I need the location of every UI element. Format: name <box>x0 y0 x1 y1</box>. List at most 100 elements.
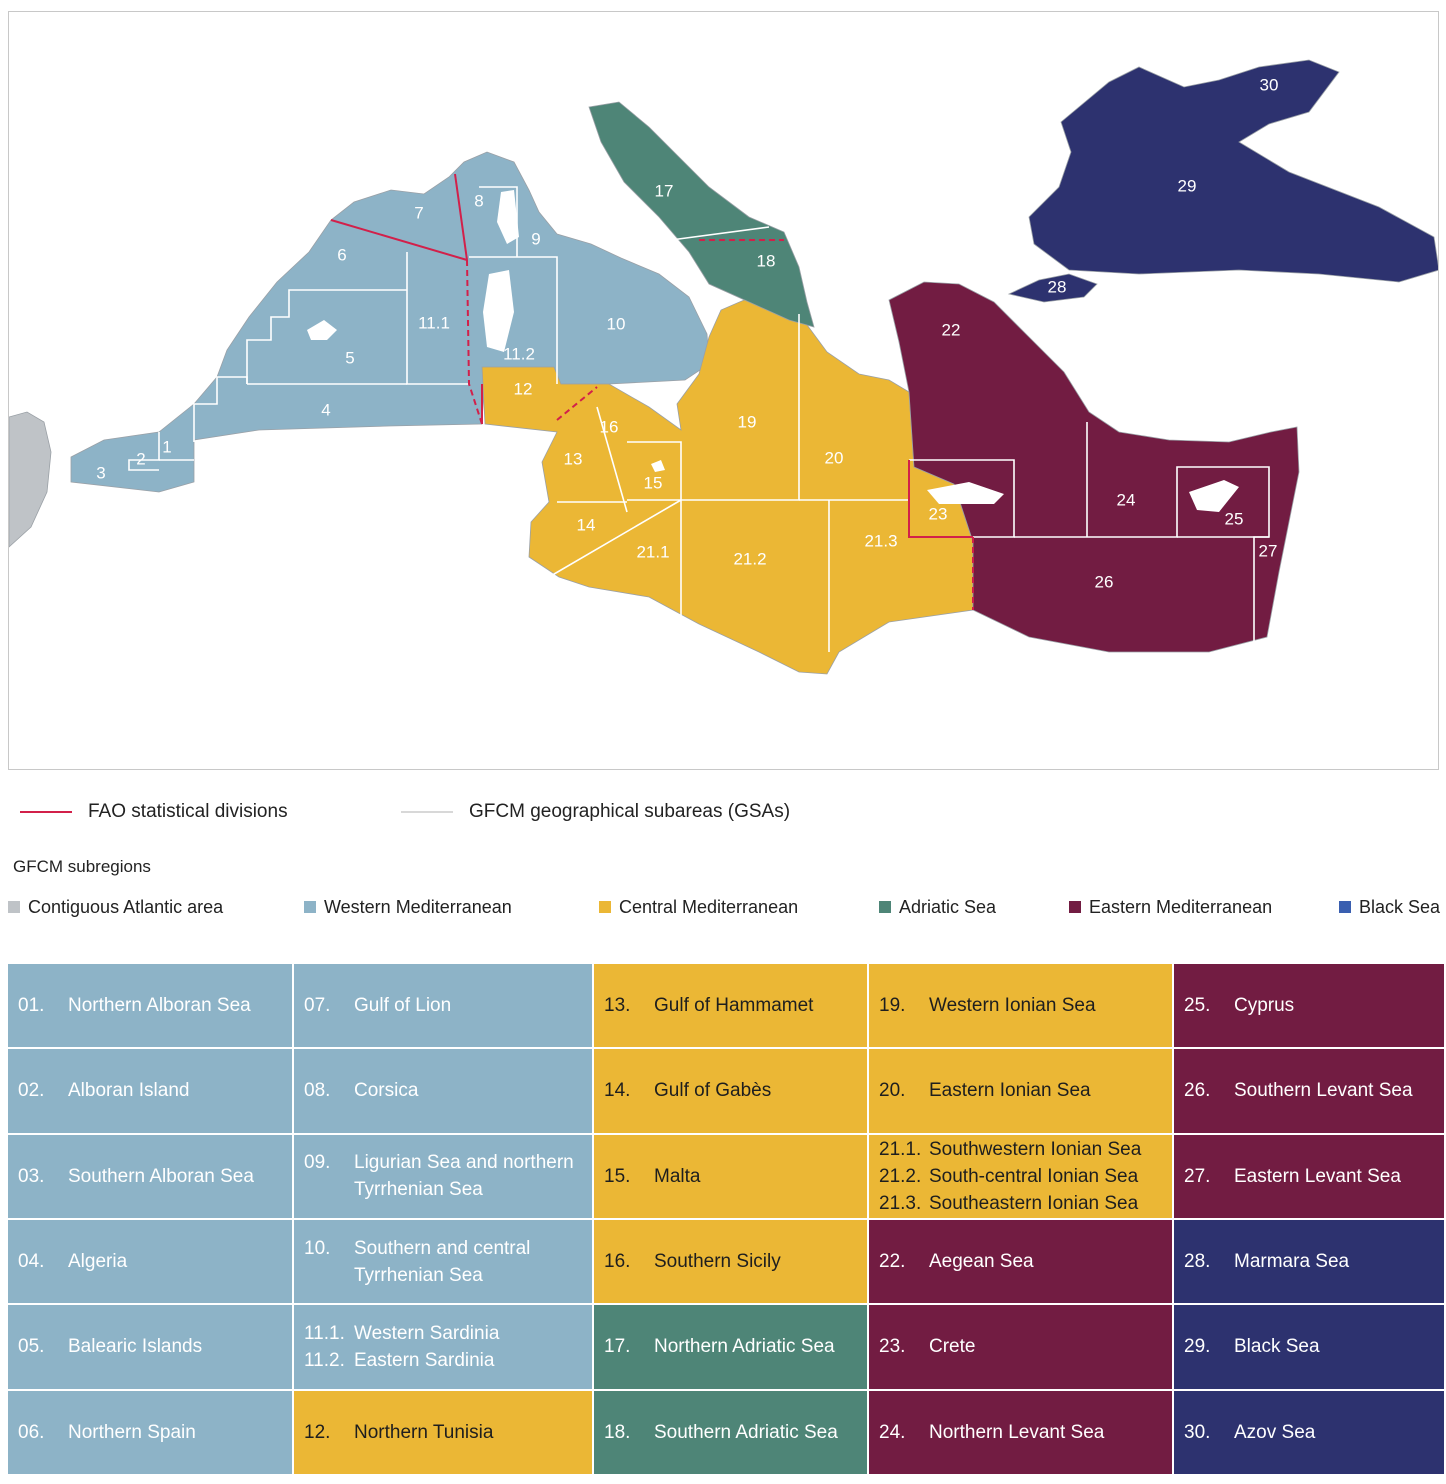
gsa-entry: 29. Black Sea <box>1184 1333 1434 1360</box>
fao-line-swatch <box>20 811 72 813</box>
gsa-entry: 11.1. Western Sardinia <box>304 1320 582 1347</box>
gsa-code: 21.2. <box>879 1165 922 1187</box>
gsa-boundaries <box>128 186 1270 652</box>
map-gsa-label: 23 <box>929 504 948 523</box>
gsa-entry: 14. Gulf of Gabès <box>604 1077 857 1104</box>
map-gsa-label: 28 <box>1048 277 1067 296</box>
gsa-table-cell: 26. Southern Levant Sea <box>1174 1049 1444 1133</box>
gsa-table-cell: 29. Black Sea <box>1174 1305 1444 1389</box>
gsa-table-cell: 04. Algeria <box>8 1220 292 1304</box>
map-gsa-label: 16 <box>600 417 619 436</box>
subregion-legend-item: Western Mediterranean <box>304 893 512 921</box>
gsa-entry: 19. Western Ionian Sea <box>879 992 1162 1019</box>
map-gsa-label: 3 <box>96 463 105 482</box>
gsa-name: Western Ionian Sea <box>929 995 1096 1017</box>
islands <box>307 190 1239 512</box>
gsa-entry: 02. Alboran Island <box>18 1077 282 1104</box>
gsa-entry: 01. Northern Alboran Sea <box>18 992 282 1019</box>
subregion-legend-label: Central Mediterranean <box>619 896 799 917</box>
gsa-name: Alboran Island <box>68 1080 190 1102</box>
gsa-name: Gulf of Lion <box>354 995 452 1017</box>
gsa-name: Gulf of Gabès <box>654 1080 772 1102</box>
gsa-table-cell: 03. Southern Alboran Sea <box>8 1134 292 1218</box>
gsa-code: 17. <box>604 1336 631 1358</box>
gsa-name: Cyprus <box>1234 995 1295 1017</box>
gsa-entry: 21.3. Southeastern Ionian Sea <box>879 1190 1162 1217</box>
gsa-line-swatch <box>401 811 453 813</box>
gsa-entry: 26. Southern Levant Sea <box>1184 1077 1434 1104</box>
subregion-legend-label: Adriatic Sea <box>899 896 997 917</box>
gsa-entry: 04. Algeria <box>18 1248 282 1275</box>
gsa-code: 22. <box>879 1251 906 1273</box>
subregion-legend-item: Adriatic Sea <box>879 893 996 921</box>
map-gsa-label: 2 <box>136 449 145 468</box>
gsa-table-cell: 16. Southern Sicily <box>594 1220 867 1304</box>
gsa-code: 15. <box>604 1165 631 1187</box>
gsa-table-cell: 02. Alboran Island <box>8 1049 292 1133</box>
gsa-code: 11.2. <box>304 1349 345 1371</box>
map-gsa-label: 15 <box>644 473 663 492</box>
gsa-entry: 15. Malta <box>604 1163 857 1190</box>
map-gsa-label: 25 <box>1225 509 1244 528</box>
gsa-table-cell: 01. Northern Alboran Sea <box>8 964 292 1048</box>
gsa-code: 16. <box>604 1251 631 1273</box>
gsa-name: Eastern Levant Sea <box>1234 1165 1401 1187</box>
gsa-table-cell: 25. Cyprus <box>1174 964 1444 1048</box>
gsa-table-cell: 18. Southern Adriatic Sea <box>594 1390 867 1474</box>
subregions-title: GFCM subregions <box>13 857 151 876</box>
gsa-table-cell: 09. Ligurian Sea and northern Tyrrhenian … <box>294 1134 592 1218</box>
map-gsa-label: 6 <box>337 245 346 264</box>
gsa-code: 03. <box>18 1165 45 1187</box>
gsa-name: Northern Levant Sea <box>929 1421 1105 1443</box>
gsa-name: South-central Ionian Sea <box>929 1165 1139 1187</box>
gsa-code: 30. <box>1184 1421 1211 1443</box>
gsa-entry: 03. Southern Alboran Sea <box>18 1163 282 1190</box>
gsa-entry: 16. Southern Sicily <box>604 1248 857 1275</box>
map-labels: 1234567891011.111.212131415161718192021.… <box>96 75 1278 591</box>
subregion-legend-item: Black Sea <box>1339 893 1440 921</box>
gsa-table-cell: 12. Northern Tunisia <box>294 1390 592 1474</box>
region-western <box>70 151 710 493</box>
gsa-table-cell: 17. Northern Adriatic Sea <box>594 1305 867 1389</box>
subregion-color-box <box>879 901 891 913</box>
gsa-name: Southwestern Ionian Sea <box>929 1138 1142 1160</box>
gsa-entry: 06. Northern Spain <box>18 1419 282 1446</box>
subregion-color-box <box>8 901 20 913</box>
gsa-name: Northern Adriatic Sea <box>654 1336 835 1358</box>
gsa-code: 10. <box>304 1237 331 1259</box>
gsa-entry: 05. Balearic Islands <box>18 1333 282 1360</box>
map-gsa-label: 10 <box>607 314 626 333</box>
subregion-legend-label: Black Sea <box>1359 896 1441 917</box>
map-gsa-label: 8 <box>474 191 483 210</box>
gsa-table-cell: 19. Western Ionian Sea <box>869 964 1172 1048</box>
map-gsa-label: 21.2 <box>733 549 766 568</box>
gsa-table-cell: 08. Corsica <box>294 1049 592 1133</box>
gsa-code: 08. <box>304 1080 331 1102</box>
map-gsa-label: 21.1 <box>636 542 669 561</box>
subregion-legend-item: Contiguous Atlantic area <box>8 893 223 921</box>
subregion-legend-item: Eastern Mediterranean <box>1069 893 1272 921</box>
gsa-code: 02. <box>18 1080 45 1102</box>
legend-gsa-boundaries: GFCM geographical subareas (GSAs) <box>401 796 790 828</box>
gsa-table-cell: 10. Southern and central Tyrrhenian Sea <box>294 1220 592 1304</box>
subregions-legend: Contiguous Atlantic area Western Mediterr… <box>8 893 1446 921</box>
gsa-table: 01. Northern Alboran Sea 07. Gulf of Lion 13… <box>8 964 1444 1474</box>
gsa-name: Balearic Islands <box>68 1336 203 1358</box>
map-gsa-label: 11.2 <box>503 344 535 363</box>
gsa-entry: 23. Crete <box>879 1333 1162 1360</box>
gsa-entry: 11.2. Eastern Sardinia <box>304 1347 582 1374</box>
map-gsa-label: 12 <box>514 379 533 398</box>
gsa-code: 21.3. <box>879 1192 922 1214</box>
map-gsa-label: 27 <box>1259 541 1278 560</box>
gsa-table-cell: 27. Eastern Levant Sea <box>1174 1134 1444 1218</box>
gsa-name: Southeastern Ionian Sea <box>929 1192 1139 1214</box>
gsa-name: Southern Alboran Sea <box>68 1165 254 1187</box>
gsa-table-cell: 21.1. Southwestern Ionian Sea 21.2. South-c… <box>869 1134 1172 1218</box>
gsa-code: 11.1. <box>304 1322 345 1344</box>
region-adriatic <box>588 101 815 328</box>
gsa-name: Southern Adriatic Sea <box>654 1421 838 1443</box>
gsa-entry: 28. Marmara Sea <box>1184 1248 1434 1275</box>
gsa-code: 05. <box>18 1336 45 1358</box>
map-gsa-label: 7 <box>414 203 423 222</box>
gsa-name: Ligurian Sea and northern Tyrrhenian Sea <box>354 1152 574 1201</box>
